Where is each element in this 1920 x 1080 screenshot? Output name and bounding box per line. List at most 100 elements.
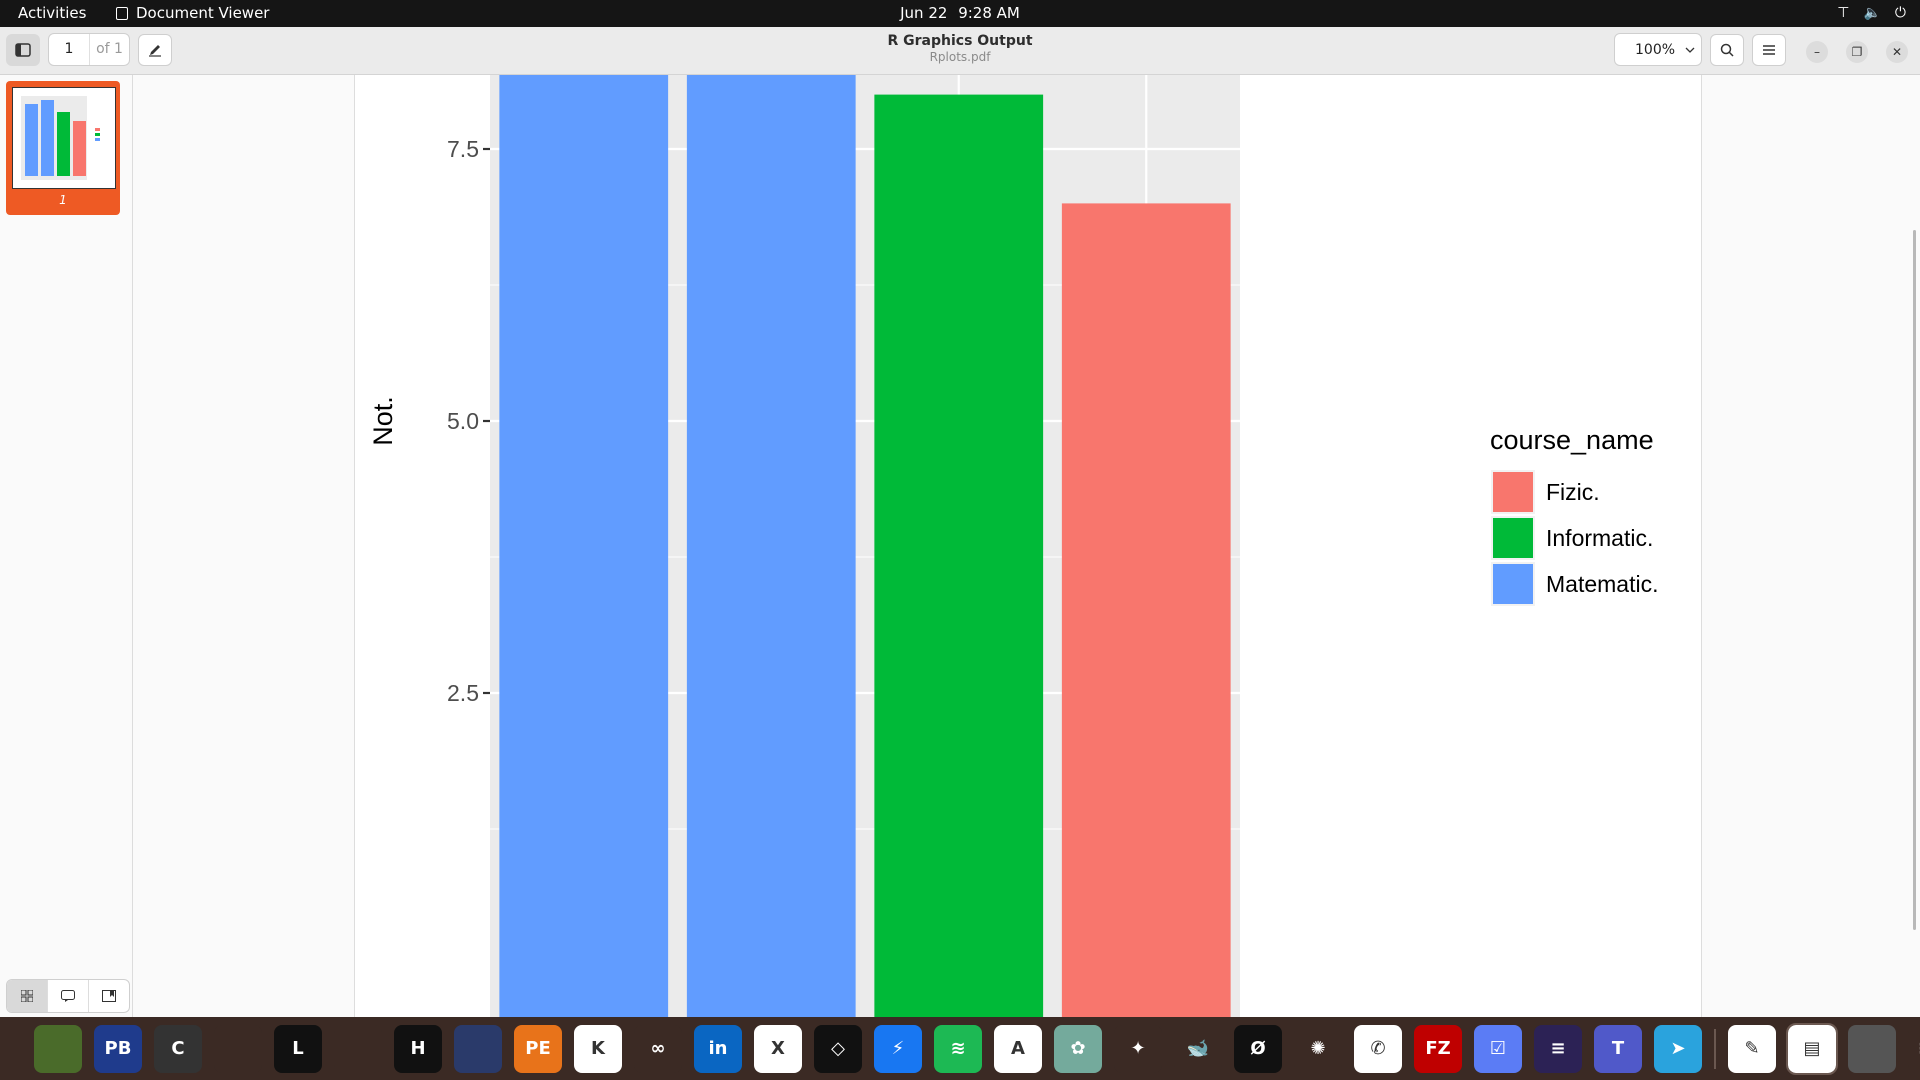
search-button[interactable] [1710,34,1744,66]
dock-separator [1714,1028,1716,1069]
pe-icon[interactable]: PE [514,1024,562,1073]
whatsapp-icon[interactable]: ✆ [1354,1024,1402,1073]
bar-1 [499,75,669,1017]
geeksforgeeks-icon[interactable]: ∞ [634,1024,682,1073]
document-viewer-icon[interactable]: ▤ [1786,1022,1838,1075]
sidebar-view-switcher [6,979,130,1013]
bar-2 [686,75,856,1017]
spotify-icon[interactable]: ≋ [934,1024,982,1073]
legend-label: Informatic. [1546,525,1653,551]
search-icon [1720,43,1734,57]
telegram-icon[interactable]: ➤ [1654,1024,1702,1073]
legend-swatch [1493,518,1533,558]
messenger-icon[interactable]: ⚡ [874,1024,922,1073]
page-count: of 1 [96,41,123,57]
time: 9:28 AM [958,4,1020,22]
y-tick-label: 5.0 [447,408,479,434]
teams-icon[interactable]: T [1594,1024,1642,1073]
minimize-button[interactable]: – [1806,41,1828,63]
close-button[interactable]: ✕ [1886,41,1908,63]
clion-icon[interactable]: C [154,1024,202,1073]
minimize-icon: – [1814,45,1820,59]
hamburger-icon [1763,45,1775,55]
chrome-app-icon[interactable] [454,1024,502,1073]
zoom-value: 100% [1635,41,1676,58]
bookmarks-view-button[interactable] [89,980,129,1012]
outline-view-button[interactable] [48,980,89,1012]
page-number-entry[interactable]: 1 of 1 [48,33,130,66]
system-tray[interactable]: ⊤ 🔈 ⏻ [1837,5,1906,21]
pdf-page: 2.5 5.0 7.5 Not. course_name Fizic. Informa… [354,75,1702,1017]
maximize-icon: ❐ [1851,45,1863,59]
powerbi-icon[interactable]: PB [94,1024,142,1073]
bar-chart: 2.5 5.0 7.5 Not. course_name Fizic. Informa… [368,75,1658,1017]
appstore-icon[interactable]: A [994,1024,1042,1073]
vertical-scrollbar[interactable] [1913,230,1916,930]
pencil-icon [149,45,161,57]
unity-icon[interactable]: ◇ [814,1024,862,1073]
sidebar-toggle-button[interactable] [6,34,40,66]
page-number-input[interactable]: 1 [49,34,90,65]
chatgpt-icon[interactable]: ✿ [1054,1024,1102,1073]
filezilla-icon[interactable]: FZ [1414,1024,1462,1073]
thumbnail-sidebar: 1 [0,75,133,1017]
leetcode-icon[interactable]: L [274,1024,322,1073]
date: Jun 22 [900,4,948,22]
perplexity-icon[interactable]: Ø [1234,1024,1282,1073]
document-filename: Rplots.pdf [929,50,991,64]
thumbnails-icon [21,990,33,1002]
legend-title: course_name [1490,425,1654,455]
y-axis-ticks: 2.5 5.0 7.5 [447,136,490,706]
app-menu[interactable]: Document Viewer [116,4,269,22]
bar-4 [1061,203,1231,1017]
app-name: Document Viewer [136,4,270,22]
outline-icon [61,990,75,1002]
bar-3 [874,94,1044,1017]
y-axis-title: Not. [368,396,398,446]
volume-icon: 🔈 [1863,5,1881,21]
legend-swatch [1493,472,1533,512]
claude-icon[interactable]: ✺ [1294,1024,1342,1073]
clock[interactable]: Jun 22 9:28 AM [0,4,1920,22]
y-tick-label: 7.5 [447,136,479,162]
main-menu-button[interactable] [1752,34,1786,66]
maximize-button[interactable]: ❐ [1846,41,1868,63]
annotate-button[interactable] [138,34,172,66]
power-icon: ⏻ [1894,5,1906,21]
text-editor-icon[interactable]: ✎ [1728,1024,1776,1073]
thumbnails-view-button[interactable] [7,980,48,1012]
legend-label: Matematic. [1546,571,1658,597]
legend: course_name Fizic. Informatic. Matematic. [1490,425,1658,606]
thumbnail-chart-image [21,96,100,180]
zoom-select[interactable]: 100% [1614,33,1702,66]
document-view[interactable]: 2.5 5.0 7.5 Not. course_name Fizic. Informa… [133,75,1920,1017]
document-title: R Graphics Output [887,33,1033,49]
deepseek-icon[interactable]: 🐋 [1174,1024,1222,1073]
gemini-icon[interactable]: ✦ [1114,1024,1162,1073]
close-icon: ✕ [1891,45,1903,59]
document-viewer-icon [116,6,128,20]
linkedin-icon[interactable]: in [694,1024,742,1073]
header-bar: 1 of 1 R Graphics Output Rplots.pdf 100%… [0,27,1920,75]
hackerrank-icon[interactable]: H [394,1024,442,1073]
chart-app-icon[interactable] [214,1024,262,1073]
chevron-down-icon [1685,47,1695,53]
bars [499,75,1231,1017]
spider-icon[interactable] [334,1024,382,1073]
trash-icon[interactable] [1848,1024,1896,1073]
dock: PBC L H PEK∞inX◇⚡≋A✿✦🐋Ø✺✆FZ☑≡T➤ ✎▤ ⋮⋮⋮ [0,1017,1920,1080]
kaggle-icon[interactable]: K [574,1024,622,1073]
page-thumbnail[interactable]: 1 [6,81,120,215]
legend-label: Fizic. [1546,479,1600,505]
bookmarks-icon [102,990,116,1002]
tux-icon[interactable] [34,1024,82,1073]
tasks-icon[interactable]: ☑ [1474,1024,1522,1073]
thumbnail-page-label: 1 [59,193,67,207]
activities-button[interactable]: Activities [18,4,87,22]
sidebar-icon [15,43,31,57]
thumbnail-preview [12,87,116,189]
xing-icon[interactable]: X [754,1024,802,1073]
eclipse-icon[interactable]: ≡ [1534,1024,1582,1073]
show-apps-icon[interactable]: ⋮⋮⋮ [1908,1024,1920,1073]
network-icon: ⊤ [1837,5,1850,21]
